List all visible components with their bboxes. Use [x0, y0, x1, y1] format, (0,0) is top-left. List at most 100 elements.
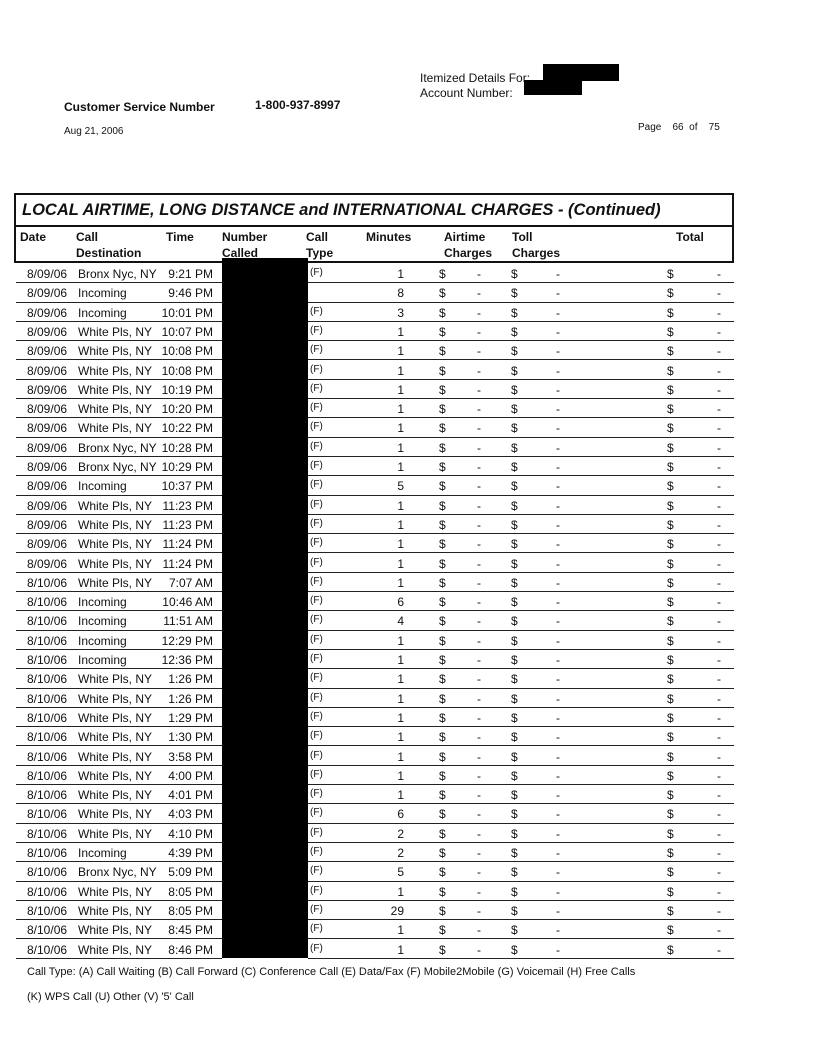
- table-row: 8/10/06 White Pls, NY 4:10 PM (F) 2 $ - $ - $ -: [16, 824, 734, 843]
- airtime-charge: -: [477, 460, 481, 474]
- minutes-cell: 4: [397, 614, 404, 629]
- minutes-cell: 1: [397, 691, 404, 706]
- date-cell: 8/09/06: [27, 517, 68, 532]
- toll-charge: -: [556, 653, 560, 667]
- total-charge: -: [717, 517, 721, 532]
- airtime-currency: $: [439, 421, 446, 436]
- airtime-currency: $: [439, 344, 446, 359]
- total-charge: -: [717, 595, 721, 610]
- airtime-currency: $: [439, 884, 446, 899]
- toll-currency: $: [511, 324, 518, 339]
- table-row: 8/09/06 White Pls, NY 10:08 PM (F) 1 $ - $ - $ -: [16, 341, 734, 361]
- destination-cell: Incoming: [78, 653, 127, 667]
- table-row: 8/09/06 White Pls, NY 10:19 PM (F) 1 $ - $ - $ -: [16, 380, 734, 400]
- toll-charge: -: [556, 267, 560, 281]
- total-currency: $: [667, 846, 674, 860]
- call-type-cell: (F): [310, 807, 323, 819]
- destination-cell: Incoming: [78, 479, 127, 494]
- date-cell: 8/09/06: [27, 556, 68, 571]
- destination-cell: White Pls, NY: [78, 923, 153, 938]
- airtime-charge: -: [477, 286, 481, 301]
- total-charge: -: [717, 788, 721, 803]
- destination-cell: White Pls, NY: [78, 324, 153, 339]
- table-row: 8/10/06 White Pls, NY 1:26 PM (F) 1 $ - $ - $ -: [16, 689, 734, 708]
- time-cell: 11:24 PM: [162, 537, 213, 552]
- minutes-cell: 2: [397, 846, 404, 860]
- airtime-charge: -: [477, 267, 481, 281]
- total-charge: -: [717, 730, 721, 745]
- date-cell: 8/09/06: [27, 537, 68, 552]
- destination-cell: White Pls, NY: [78, 826, 153, 841]
- airtime-charge: -: [477, 402, 481, 417]
- total-charge: -: [717, 344, 721, 359]
- toll-charge: -: [556, 344, 560, 359]
- airtime-charge: -: [477, 672, 481, 687]
- minutes-cell: 1: [397, 710, 404, 725]
- total-charge: -: [717, 672, 721, 687]
- toll-currency: $: [511, 672, 518, 687]
- total-charge: -: [717, 363, 721, 378]
- date-cell: 8/10/06: [27, 672, 68, 687]
- date-cell: 8/10/06: [27, 826, 68, 841]
- total-currency: $: [667, 749, 674, 764]
- page-label: Page: [638, 122, 662, 133]
- destination-cell: Incoming: [78, 633, 127, 648]
- total-currency: $: [667, 537, 674, 552]
- toll-currency: $: [511, 633, 518, 648]
- toll-charge: -: [556, 421, 560, 436]
- call-type-cell: (F): [310, 672, 323, 684]
- time-cell: 11:23 PM: [162, 498, 213, 513]
- airtime-currency: $: [439, 440, 446, 455]
- minutes-cell: 1: [397, 884, 404, 899]
- table-row: 8/10/06 Incoming 10:46 AM (F) 6 $ - $ - $ -: [16, 592, 734, 612]
- page-number: 66: [672, 122, 684, 133]
- destination-cell: Bronx Nyc, NY: [78, 267, 157, 281]
- call-type-cell: (F): [310, 575, 323, 587]
- time-cell: 1:29 PM: [168, 710, 213, 725]
- toll-currency: $: [511, 884, 518, 899]
- destination-cell: White Pls, NY: [78, 691, 153, 706]
- minutes-cell: 1: [397, 537, 404, 552]
- total-charge: -: [717, 324, 721, 339]
- total-charge: -: [717, 614, 721, 629]
- airtime-currency: $: [439, 286, 446, 301]
- date-cell: 8/10/06: [27, 807, 68, 822]
- toll-charge: -: [556, 402, 560, 417]
- airtime-charge: -: [477, 884, 481, 899]
- toll-charge: -: [556, 942, 560, 957]
- destination-cell: Bronx Nyc, NY: [78, 460, 157, 474]
- toll-charge: -: [556, 923, 560, 938]
- date-cell: 8/10/06: [27, 865, 68, 880]
- table-row: 8/09/06 Bronx Nyc, NY 9:21 PM (F) 1 $ - $ - $ -: [16, 264, 734, 284]
- call-type-cell: (F): [310, 479, 323, 491]
- time-cell: 1:26 PM: [168, 691, 213, 706]
- airtime-currency: $: [439, 305, 446, 320]
- destination-cell: White Pls, NY: [78, 788, 153, 803]
- total-currency: $: [667, 633, 674, 648]
- time-cell: 10:22 PM: [161, 421, 213, 436]
- destination-cell: White Pls, NY: [78, 672, 153, 687]
- minutes-cell: 1: [397, 768, 404, 783]
- airtime-currency: $: [439, 826, 446, 841]
- toll-charge: -: [556, 614, 560, 629]
- total-currency: $: [667, 286, 674, 301]
- minutes-cell: 1: [397, 556, 404, 571]
- toll-currency: $: [511, 382, 518, 397]
- date-cell: 8/10/06: [27, 923, 68, 938]
- total-currency: $: [667, 460, 674, 474]
- date-cell: 8/09/06: [27, 363, 68, 378]
- airtime-charge: -: [477, 923, 481, 938]
- toll-currency: $: [511, 556, 518, 571]
- airtime-charge: -: [477, 788, 481, 803]
- airtime-currency: $: [439, 460, 446, 474]
- minutes-cell: 1: [397, 672, 404, 687]
- total-charge: -: [717, 421, 721, 436]
- airtime-charge: -: [477, 614, 481, 629]
- total-charge: -: [717, 865, 721, 880]
- toll-charge: -: [556, 672, 560, 687]
- time-cell: 10:01 PM: [161, 305, 213, 320]
- minutes-cell: 1: [397, 633, 404, 648]
- minutes-cell: 1: [397, 344, 404, 359]
- total-currency: $: [667, 421, 674, 436]
